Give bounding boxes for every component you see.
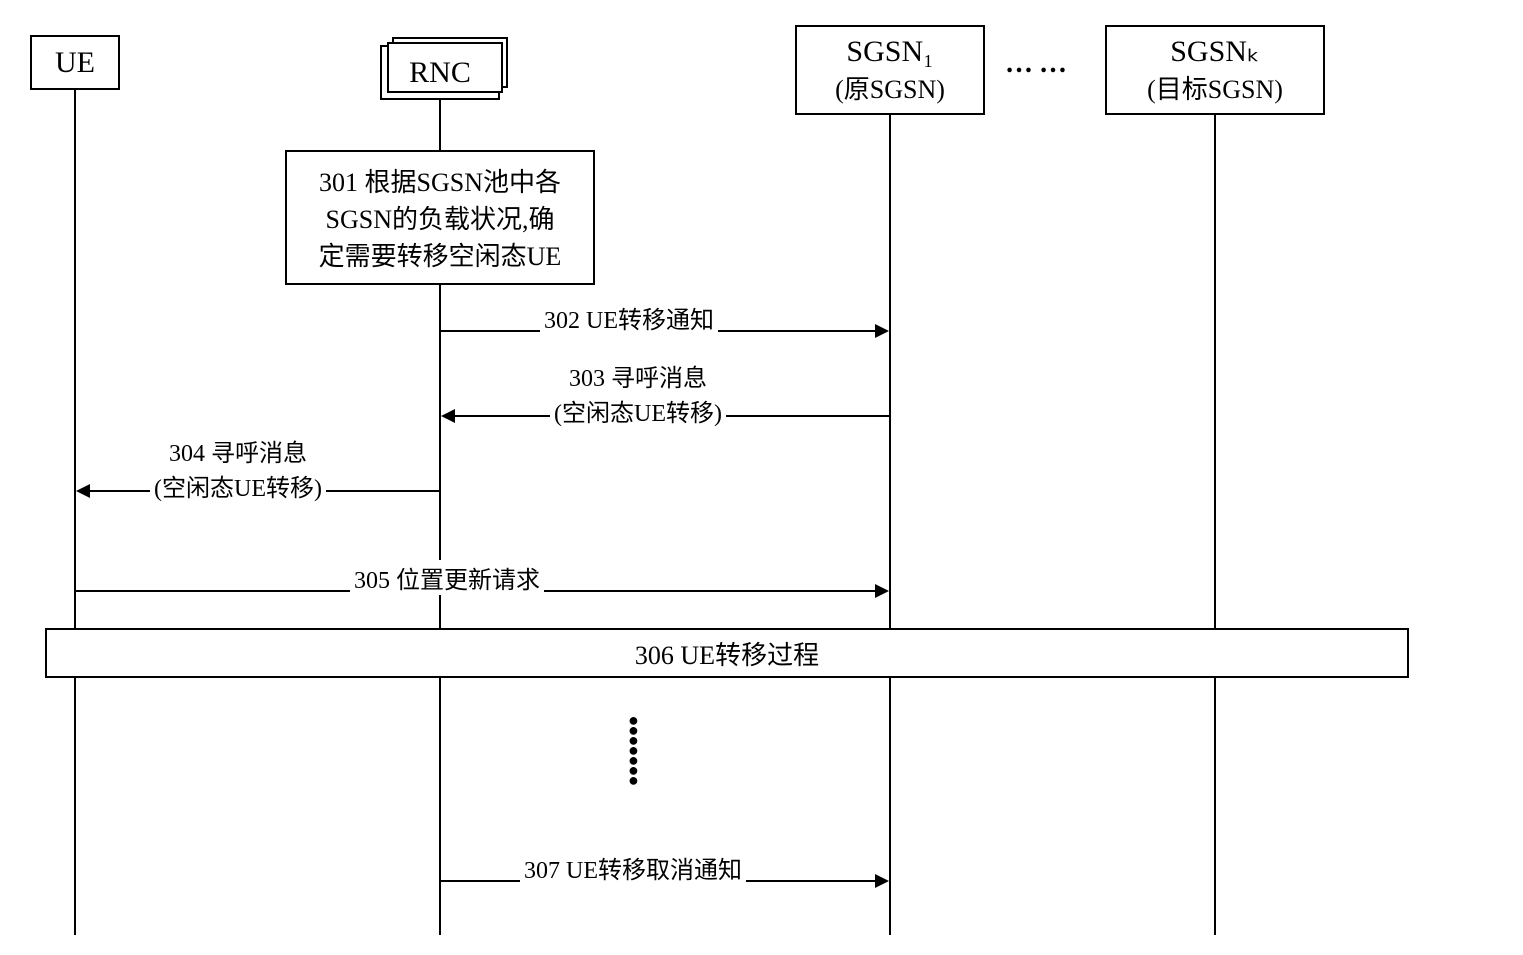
span-306-label: 306 UE转移过程 <box>635 635 819 672</box>
lifeline-sgsnk <box>1214 115 1216 935</box>
node-sgsnk-sub: (目标SGSN) <box>1147 69 1283 106</box>
node-sgsnk: SGSNₖ (目标SGSN) <box>1105 25 1325 115</box>
node-sgsn1: SGSN₁ (原SGSN) <box>795 25 985 115</box>
label-302: 302 UE转移通知 <box>540 300 718 335</box>
node-rnc-title: RNC <box>409 56 471 90</box>
node-rnc: RNC <box>380 45 500 100</box>
process-301: 301 根据SGSN池中各 SGSN的负载状况,确 定需要转移空闲态UE <box>285 150 595 285</box>
process-301-line3: 定需要转移空闲态UE <box>319 236 562 273</box>
dots-between-sgsn: …… <box>1005 48 1073 80</box>
span-306: 306 UE转移过程 <box>45 628 1409 678</box>
label-307: 307 UE转移取消通知 <box>520 850 746 885</box>
vertical-dots: ● ● ● ● ● ● ● <box>628 715 639 785</box>
label-304: 304 寻呼消息 (空闲态UE转移) <box>150 433 326 503</box>
lifeline-sgsn1 <box>889 115 891 935</box>
node-ue: UE <box>30 35 120 90</box>
arrow-304-head <box>76 484 90 498</box>
node-sgsn1-sub: (原SGSN) <box>835 69 945 106</box>
process-301-line2: SGSN的负载状况,确 <box>326 199 555 236</box>
lifeline-ue <box>74 90 76 935</box>
label-303: 303 寻呼消息 (空闲态UE转移) <box>550 358 726 428</box>
arrow-302-head <box>875 324 889 338</box>
sequence-diagram: UE RNC SGSN₁ (原SGSN) …… SGSNₖ (目标SGSN) 3… <box>20 20 1503 935</box>
node-ue-title: UE <box>55 46 95 80</box>
label-305: 305 位置更新请求 <box>350 560 544 595</box>
node-sgsn1-title: SGSN₁ <box>846 35 933 69</box>
process-301-line1: 301 根据SGSN池中各 <box>319 162 561 199</box>
arrow-307-head <box>875 874 889 888</box>
node-sgsnk-title: SGSNₖ <box>1170 34 1259 69</box>
arrow-305-head <box>875 584 889 598</box>
arrow-303-head <box>441 409 455 423</box>
